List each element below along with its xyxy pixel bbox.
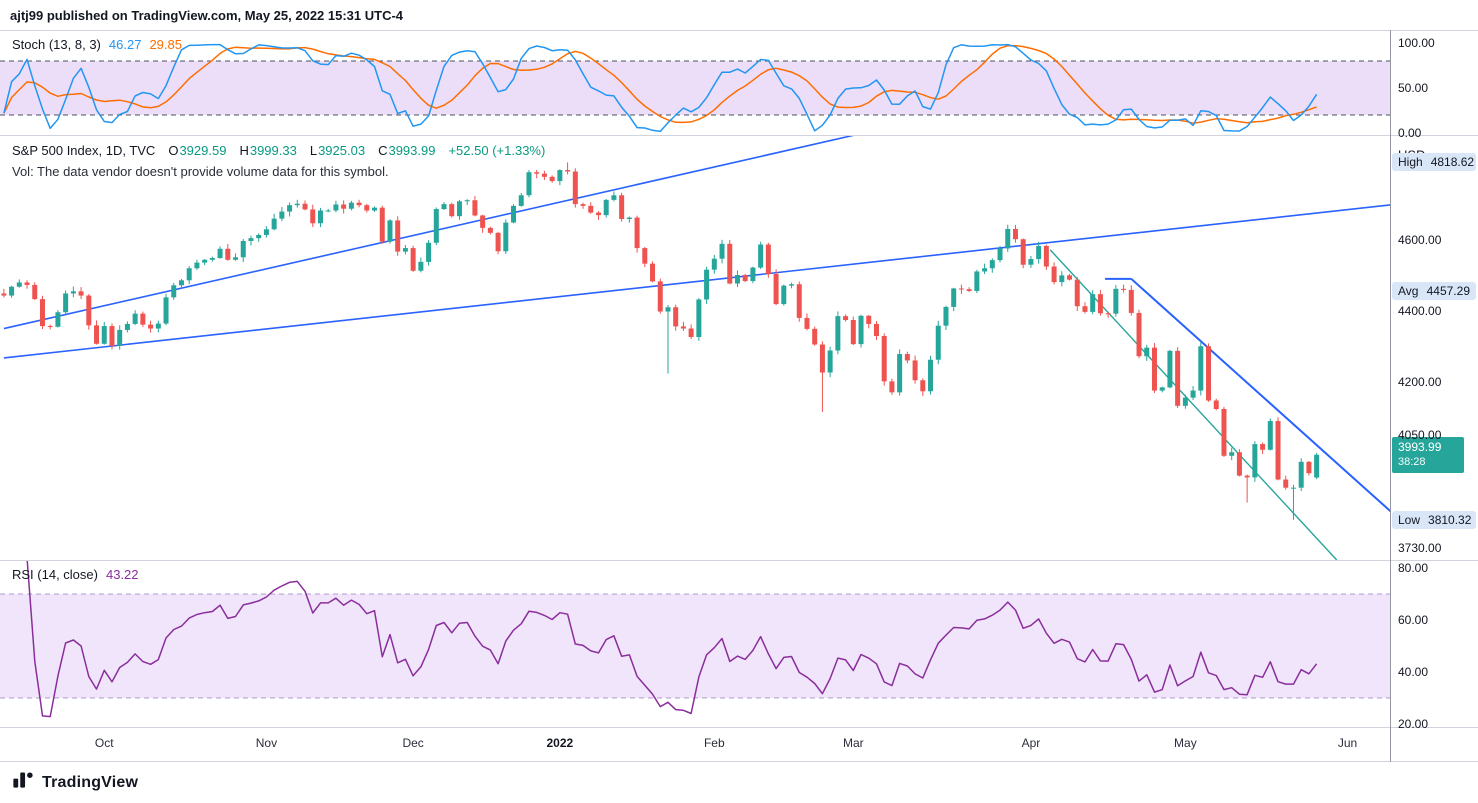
chart-area[interactable]: Stoch (13, 8, 3) 46.27 29.85 S&P 500 Ind… — [0, 30, 1478, 762]
time-axis-label-oct: Oct — [94, 736, 114, 750]
open-pair: O 3929.59 — [168, 143, 226, 158]
price-tick-label: 3730.00 — [1398, 541, 1442, 556]
time-axis-label-jun: Jun — [1337, 736, 1358, 750]
rsi-legend-title[interactable]: RSI (14, close) — [12, 567, 98, 582]
time-axis-label-mar: Mar — [842, 736, 864, 750]
trendline — [3, 135, 854, 330]
low-badge-label: Low — [1398, 512, 1421, 527]
stoch-d-line[interactable] — [3, 44, 1317, 124]
tradingview-brand[interactable]: TradingView — [42, 773, 139, 791]
low-value: 3925.03 — [318, 143, 366, 158]
close-pair: C 3993.99 — [378, 143, 435, 158]
change-value: +52.50 (+1.33%) — [448, 143, 546, 158]
high-label: H — [239, 143, 249, 158]
time-axis-label-feb: Feb — [703, 736, 725, 750]
last-price-badge: 3993.99 38:28 — [1392, 436, 1464, 473]
avg-badge-value: 4457.29 — [1426, 283, 1470, 298]
symbol-title[interactable]: S&P 500 Index, 1D, TVC — [12, 143, 156, 158]
avg-badge-label: Avg — [1398, 283, 1419, 298]
low-label: L — [309, 143, 318, 158]
high-badge-label: High — [1398, 155, 1423, 170]
stoch-tick-label: 100.00 — [1398, 36, 1435, 50]
volume-note: Vol: The data vendor doesn't provide vol… — [12, 164, 389, 179]
open-value: 3929.59 — [179, 143, 227, 158]
high-badge: High 4818.62 — [1392, 153, 1476, 172]
rsi-tick-label: 20.00 — [1398, 717, 1429, 731]
low-pair: L 3925.03 — [310, 143, 365, 158]
symbol-legend-row[interactable]: S&P 500 Index, 1D, TVC O 3929.59 H 3999.33… — [12, 143, 545, 158]
tradingview-logo-icon[interactable] — [12, 769, 34, 796]
stoch-k-line[interactable] — [3, 43, 1318, 133]
price-tick-label: 4400.00 — [1398, 303, 1442, 318]
price-tick-label: 4200.00 — [1398, 374, 1442, 389]
time-axis-label-apr: Apr — [1021, 736, 1041, 750]
price-tick-label: 4600.00 — [1398, 232, 1442, 247]
close-value: 3993.99 — [388, 143, 436, 158]
open-label: O — [168, 143, 179, 158]
stoch-tick-label: 50.00 — [1398, 81, 1429, 95]
stoch-legend-title[interactable]: Stoch (13, 8, 3) — [12, 37, 101, 52]
rsi-legend[interactable]: RSI (14, close) 43.22 — [12, 567, 139, 582]
price-axis[interactable]: USD High 4818.62 Avg 4457.29 Low 3810.32… — [1390, 30, 1478, 731]
stoch-d-value: 29.85 — [149, 37, 182, 52]
time-axis[interactable]: Oct Nov Dec 2022 Feb Mar Apr May Jun — [0, 727, 1390, 762]
bar-countdown: 38:28 — [1398, 455, 1426, 468]
high-badge-value: 4818.62 — [1430, 155, 1475, 170]
rsi-value: 43.22 — [105, 567, 139, 582]
time-axis-label-nov: Nov — [255, 736, 278, 750]
time-axis-label-2022: 2022 — [546, 736, 574, 750]
price-tick-label: 4050.00 — [1398, 427, 1442, 442]
stoch-tick-label: 0.00 — [1398, 126, 1422, 140]
trendlines[interactable] — [3, 135, 1394, 560]
last-price-value: 3993.99 — [1398, 439, 1442, 454]
volume-legend-row[interactable]: Vol: The data vendor doesn't provide vol… — [12, 164, 545, 179]
trendline — [1130, 278, 1390, 513]
time-axis-label-dec: Dec — [402, 736, 424, 750]
stoch-k-value: 46.27 — [108, 37, 142, 52]
rsi-line[interactable] — [12, 516, 1318, 718]
time-axis-label-may: May — [1174, 736, 1197, 750]
footer: TradingView — [0, 762, 1478, 803]
rsi-tick-label: 60.00 — [1398, 613, 1429, 627]
high-value: 3999.33 — [249, 143, 297, 158]
stoch-legend[interactable]: Stoch (13, 8, 3) 46.27 29.85 — [12, 37, 182, 52]
rsi-tick-label: 40.00 — [1398, 665, 1429, 679]
header: ajtj99 published on TradingView.com, May… — [0, 0, 1478, 30]
rsi-tick-label: 80.00 — [1398, 561, 1429, 575]
avg-badge: Avg 4457.29 — [1392, 281, 1476, 300]
close-label: C — [378, 143, 388, 158]
published-line: ajtj99 published on TradingView.com, May… — [10, 7, 404, 23]
symbol-legend[interactable]: S&P 500 Index, 1D, TVC O 3929.59 H 3999.33… — [12, 143, 545, 179]
low-badge: Low 3810.32 — [1392, 510, 1476, 529]
trendline — [3, 204, 1390, 359]
chart-canvas[interactable] — [0, 30, 1478, 762]
candlestick-series[interactable] — [1, 162, 1320, 520]
low-badge-value: 3810.32 — [1428, 512, 1472, 527]
high-pair: H 3999.33 — [239, 143, 296, 158]
